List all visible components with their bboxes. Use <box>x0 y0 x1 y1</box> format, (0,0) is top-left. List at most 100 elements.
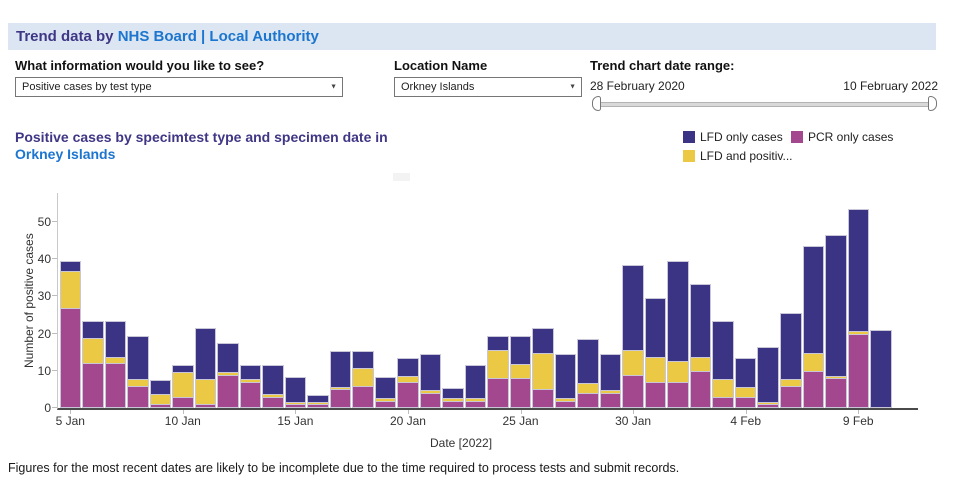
bar-12-jan[interactable] <box>217 343 239 408</box>
bar-segment[interactable] <box>712 379 734 398</box>
bar-segment[interactable] <box>59 271 82 309</box>
bar-2-feb[interactable] <box>689 283 712 408</box>
bar-segment[interactable] <box>599 393 622 408</box>
bar-segment[interactable] <box>194 379 217 406</box>
bar-4-feb[interactable] <box>734 357 757 408</box>
bar-segment[interactable] <box>599 354 622 392</box>
bar-segment[interactable] <box>374 376 397 399</box>
page-title-link[interactable]: NHS Board | Local Authority <box>117 28 319 45</box>
bar-segment[interactable] <box>825 235 847 377</box>
bar-6-jan[interactable] <box>82 320 104 408</box>
bar-segment[interactable] <box>374 400 397 408</box>
bar-segment[interactable] <box>509 335 532 366</box>
bar-segment[interactable] <box>780 313 802 381</box>
bar-24-jan[interactable] <box>487 335 509 408</box>
bar-segment[interactable] <box>554 354 577 399</box>
bar-segment[interactable] <box>667 360 689 383</box>
bar-segment[interactable] <box>622 264 644 351</box>
bar-segment[interactable] <box>352 368 374 387</box>
bar-segment[interactable] <box>442 400 464 408</box>
bar-segment[interactable] <box>149 404 172 408</box>
bar-segment[interactable] <box>825 378 847 408</box>
bar-6-feb[interactable] <box>780 313 802 408</box>
bar-segment[interactable] <box>644 381 667 408</box>
bar-26-jan[interactable] <box>532 328 554 408</box>
bar-segment[interactable] <box>284 404 307 408</box>
bar-5-jan[interactable] <box>59 261 82 408</box>
bar-segment[interactable] <box>802 353 825 372</box>
bar-17-jan[interactable] <box>329 350 352 408</box>
bar-16-jan[interactable] <box>307 395 329 408</box>
bar-segment[interactable] <box>554 400 577 408</box>
bar-segment[interactable] <box>487 349 509 380</box>
slider-handle-start[interactable] <box>592 96 601 111</box>
bar-segment[interactable] <box>172 396 194 408</box>
bar-segment[interactable] <box>149 380 172 396</box>
bar-23-jan[interactable] <box>464 365 487 408</box>
bar-segment[interactable] <box>217 374 239 408</box>
bar-22-jan[interactable] <box>442 387 464 408</box>
bar-segment[interactable] <box>712 396 734 408</box>
bar-31-jan[interactable] <box>644 298 667 408</box>
bar-segment[interactable] <box>757 346 779 403</box>
bar-10-feb[interactable] <box>870 329 892 408</box>
bar-segment[interactable] <box>419 393 442 408</box>
bar-segment[interactable] <box>464 400 487 408</box>
bar-segment[interactable] <box>82 338 104 365</box>
bar-segment[interactable] <box>104 363 127 408</box>
bar-segment[interactable] <box>509 378 532 408</box>
bar-segment[interactable] <box>487 378 509 408</box>
bar-13-jan[interactable] <box>239 365 262 408</box>
bar-9-jan[interactable] <box>149 380 172 408</box>
bar-15-jan[interactable] <box>284 376 307 408</box>
bar-segment[interactable] <box>689 356 712 372</box>
bar-30-jan[interactable] <box>622 264 644 408</box>
legend-item[interactable]: LFD and positiv... <box>683 149 792 163</box>
bar-segment[interactable] <box>352 350 374 370</box>
bar-segment[interactable] <box>870 329 892 408</box>
bar-segment[interactable] <box>217 343 239 373</box>
bar-21-jan[interactable] <box>419 354 442 408</box>
bar-segment[interactable] <box>329 389 352 408</box>
bar-10-jan[interactable] <box>172 365 194 408</box>
bar-segment[interactable] <box>802 246 825 355</box>
bar-segment[interactable] <box>780 385 802 408</box>
bar-segment[interactable] <box>127 385 149 408</box>
date-range-slider[interactable] <box>592 96 937 112</box>
bar-segment[interactable] <box>532 389 554 408</box>
bar-28-jan[interactable] <box>577 339 599 408</box>
bar-1-feb[interactable] <box>667 261 689 408</box>
bar-segment[interactable] <box>397 357 419 377</box>
legend-item[interactable]: PCR only cases <box>791 130 893 144</box>
bar-segment[interactable] <box>667 261 689 362</box>
bar-29-jan[interactable] <box>599 354 622 408</box>
bar-segment[interactable] <box>172 371 194 398</box>
bar-segment[interactable] <box>464 365 487 399</box>
bar-8-feb[interactable] <box>825 235 847 408</box>
bar-segment[interactable] <box>847 209 870 332</box>
bar-segment[interactable] <box>487 335 509 351</box>
bar-19-jan[interactable] <box>374 376 397 408</box>
bar-segment[interactable] <box>667 381 689 408</box>
bar-27-jan[interactable] <box>554 354 577 408</box>
bar-segment[interactable] <box>622 374 644 408</box>
slider-track[interactable] <box>596 102 933 107</box>
bar-segment[interactable] <box>419 354 442 392</box>
bar-segment[interactable] <box>194 404 217 408</box>
bar-segment[interactable] <box>104 320 127 358</box>
bar-18-jan[interactable] <box>352 350 374 408</box>
bar-8-jan[interactable] <box>127 335 149 408</box>
bar-segment[interactable] <box>284 376 307 403</box>
bar-segment[interactable] <box>82 363 104 408</box>
bar-segment[interactable] <box>307 404 329 408</box>
bar-5-feb[interactable] <box>757 346 779 408</box>
bar-segment[interactable] <box>397 381 419 408</box>
bar-segment[interactable] <box>262 365 284 396</box>
information-select[interactable]: Positive cases by test type ▼ <box>15 77 343 97</box>
bar-segment[interactable] <box>847 333 870 408</box>
bar-segment[interactable] <box>689 283 712 358</box>
bar-segment[interactable] <box>644 298 667 358</box>
bar-segment[interactable] <box>802 370 825 408</box>
bar-7-feb[interactable] <box>802 246 825 408</box>
bar-9-feb[interactable] <box>847 209 870 408</box>
